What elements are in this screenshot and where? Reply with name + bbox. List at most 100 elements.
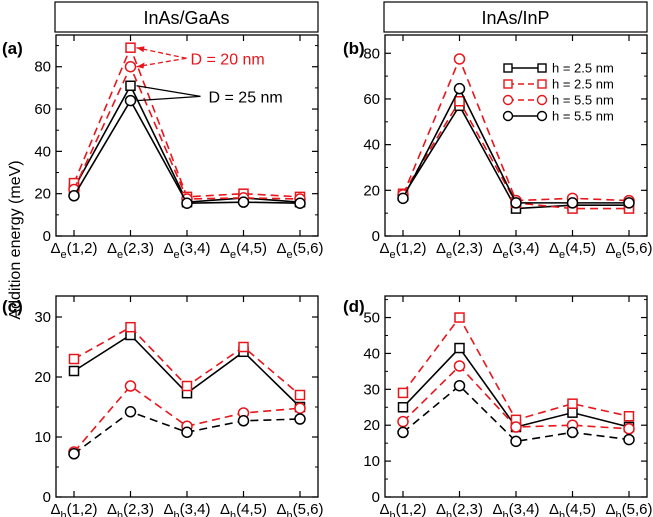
x-tick-label: Δh(4,5) xyxy=(549,501,596,517)
column-title-right: InAs/InP xyxy=(481,8,549,28)
panels-group: (a) 0 20 40 60 80 Δe(1,2) Δe(2,3) Δe(3,4) Δe(4,5)… xyxy=(2,34,653,517)
x-tick-label: Δh(1,2) xyxy=(380,501,427,517)
x-tick-label: Δh(3,4) xyxy=(164,501,211,517)
y-tick-label: 80 xyxy=(34,59,51,76)
y-tick-label: 40 xyxy=(363,137,380,154)
data-point-circle xyxy=(623,423,635,435)
data-point-square xyxy=(181,380,193,392)
y-tick-label: 40 xyxy=(34,143,51,160)
x-tick-label: Δh(2,3) xyxy=(107,501,154,517)
legend-marker-circle xyxy=(536,94,548,106)
x-tick-label: Δh(4,5) xyxy=(220,501,267,517)
legend-label: h = 2.5 nm xyxy=(552,61,614,76)
data-point-circle xyxy=(453,53,466,65)
data-point-square xyxy=(397,402,409,413)
y-tick-label: 20 xyxy=(363,182,380,199)
data-point-square xyxy=(567,398,578,409)
data-point-square xyxy=(68,353,80,365)
data-point-circle xyxy=(510,421,522,433)
legend-marker-circle xyxy=(502,110,514,122)
data-point-circle xyxy=(294,402,306,414)
data-point-circle xyxy=(124,94,137,107)
data-point-circle xyxy=(68,190,80,202)
column-title-left: InAs/GaAs xyxy=(143,8,229,28)
y-tick-label: 20 xyxy=(363,417,380,434)
legend: h = 2.5 nmh = 2.5 nmh = 5.5 nmh = 5.5 nm xyxy=(502,61,614,124)
annotation-arrow-black xyxy=(136,85,201,97)
legend-marker-square xyxy=(537,79,547,89)
y-tick-label: 30 xyxy=(363,381,380,398)
data-point-square xyxy=(397,387,409,399)
x-tick-label: Δh(5,6) xyxy=(277,501,324,517)
data-point-circle xyxy=(181,197,193,209)
legend-label: h = 2.5 nm xyxy=(552,77,614,92)
series-line xyxy=(73,64,301,200)
x-tick-label: Δe(1,2) xyxy=(380,240,427,261)
data-point-circle xyxy=(623,433,635,446)
data-point-circle xyxy=(124,406,137,418)
y-tick-label: 10 xyxy=(363,453,380,470)
y-tick-label: 60 xyxy=(34,101,51,118)
x-tick-label: Δh(3,4) xyxy=(493,501,540,517)
data-point-square xyxy=(294,389,306,401)
y-tick-label: 0 xyxy=(372,228,380,245)
y-tick-label: 10 xyxy=(34,429,51,446)
data-point-circle xyxy=(124,60,137,73)
y-tick-label: 0 xyxy=(43,228,51,245)
panel-label: (a) xyxy=(2,39,23,58)
x-tick-label: Δe(3,4) xyxy=(164,240,211,261)
data-point-square xyxy=(68,365,80,377)
y-tick-label: 20 xyxy=(34,369,51,386)
panel-3: (d) 0 10 20 30 40 50 Δh(1,2) Δh(2,3) Δh(3,4) Δh(4,… xyxy=(343,295,653,517)
x-tick-label: Δe(2,3) xyxy=(436,240,483,261)
data-point-circle xyxy=(237,415,250,427)
data-point-square xyxy=(125,321,136,333)
arrow-head-red xyxy=(136,62,145,69)
data-point-circle xyxy=(510,197,522,209)
x-tick-label: Δe(5,6) xyxy=(606,240,653,261)
title-box-left xyxy=(54,1,319,33)
legend-label: h = 5.5 nm xyxy=(552,109,614,124)
x-tick-label: Δh(1,2) xyxy=(51,501,98,517)
x-tick-label: Δe(2,3) xyxy=(107,240,154,261)
legend-marker-square xyxy=(537,63,547,73)
y-tick-label: 50 xyxy=(363,310,380,327)
data-point-circle xyxy=(294,197,306,209)
data-point-circle xyxy=(237,196,250,208)
data-point-circle xyxy=(623,197,635,209)
data-point-circle xyxy=(453,82,466,95)
legend-marker-square xyxy=(503,79,513,89)
data-point-square xyxy=(238,341,249,353)
data-point-circle xyxy=(566,426,579,439)
data-point-circle xyxy=(397,415,409,428)
arrow-head-red xyxy=(136,46,145,53)
x-tick-label: Δe(4,5) xyxy=(220,240,267,261)
data-point-square xyxy=(623,410,635,422)
x-tick-label: Δe(1,2) xyxy=(51,240,98,261)
series-line xyxy=(402,384,630,443)
panel-label: (c) xyxy=(2,297,23,316)
title-box-right xyxy=(383,1,648,33)
data-point-circle xyxy=(294,413,306,425)
data-point-square xyxy=(454,342,465,354)
data-point-circle xyxy=(453,360,466,372)
data-point-square xyxy=(454,312,465,323)
panel-0: (a) 0 20 40 60 80 Δe(1,2) Δe(2,3) Δe(3,4) Δe(4,5)… xyxy=(2,34,324,261)
series-line xyxy=(73,45,301,198)
annotation-arrow-red xyxy=(136,47,187,59)
panel-1: (b) 0 20 40 60 80 Δe(1,2) Δe(2,3) Δe(3,4) Δe(4,5)… xyxy=(343,34,653,261)
data-point-circle xyxy=(124,380,137,392)
legend-marker-square xyxy=(503,63,513,73)
legend-marker-circle xyxy=(536,110,548,122)
y-axis-label: Addition energy (meV) xyxy=(7,160,24,319)
y-tick-label: 30 xyxy=(34,309,51,326)
data-point-square xyxy=(125,80,136,92)
legend-marker-circle xyxy=(502,94,514,106)
data-point-circle xyxy=(397,426,409,439)
data-point-circle xyxy=(181,426,193,438)
y-tick-label: 0 xyxy=(372,489,380,506)
data-point-square xyxy=(125,42,136,53)
x-tick-label: Δe(3,4) xyxy=(493,240,540,261)
annotation-arrow-black xyxy=(136,95,201,102)
